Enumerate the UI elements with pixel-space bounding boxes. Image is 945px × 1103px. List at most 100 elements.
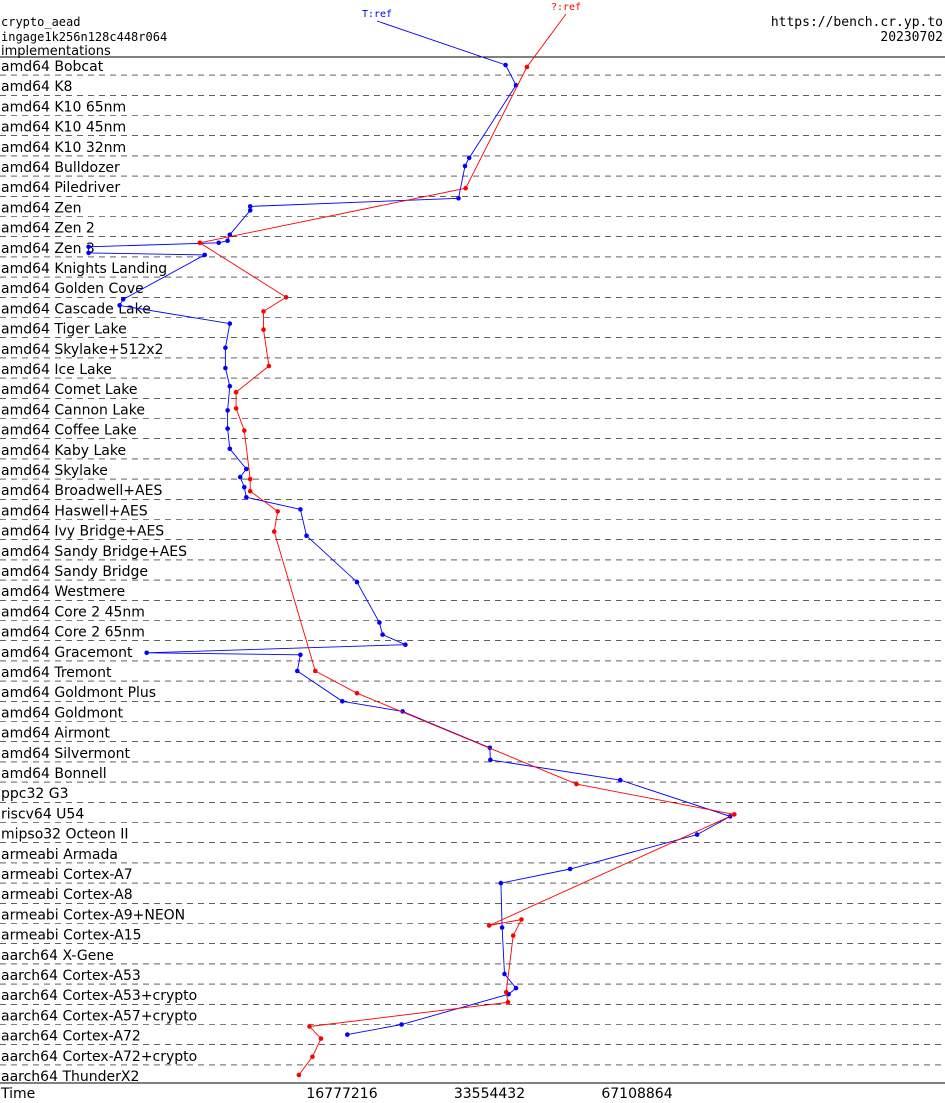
data-point bbox=[524, 64, 530, 70]
data-point bbox=[732, 812, 737, 817]
category-label: amd64 Haswell+AES bbox=[1, 503, 148, 519]
data-point bbox=[283, 295, 289, 300]
data-point bbox=[247, 208, 253, 213]
category-label: amd64 Golden Cove bbox=[1, 281, 144, 297]
data-point bbox=[261, 309, 266, 314]
data-point bbox=[244, 466, 249, 472]
data-point bbox=[227, 446, 233, 452]
data-point bbox=[463, 185, 469, 191]
data-point bbox=[462, 163, 468, 169]
category-label: amd64 Knights Landing bbox=[1, 261, 167, 277]
category-label: amd64 Tremont bbox=[1, 665, 112, 681]
data-point bbox=[354, 690, 360, 696]
category-label: amd64 Cascade Lake bbox=[1, 301, 151, 317]
data-point bbox=[499, 925, 505, 930]
category-label: amd64 Skylake bbox=[1, 463, 108, 479]
data-point bbox=[295, 668, 300, 674]
data-point bbox=[247, 204, 253, 209]
data-point bbox=[117, 303, 122, 308]
data-point bbox=[247, 476, 253, 482]
category-label: amd64 Ivy Bridge+AES bbox=[1, 524, 164, 540]
x-axis-label: Time bbox=[0, 1086, 35, 1102]
category-label: amd64 Sandy Bridge bbox=[1, 564, 148, 580]
data-point bbox=[216, 240, 221, 246]
category-label: aarch64 Cortex-A53+crypto bbox=[1, 988, 197, 1004]
category-label: amd64 K10 45nm bbox=[1, 120, 126, 136]
data-point bbox=[486, 923, 492, 928]
data-point bbox=[310, 1054, 315, 1060]
data-point bbox=[237, 474, 243, 480]
category-label: amd64 Zen 2 bbox=[1, 221, 95, 237]
data-point bbox=[202, 252, 207, 258]
header-date: 20230702 bbox=[880, 30, 943, 45]
series-name: ?:ref bbox=[551, 2, 581, 13]
data-point bbox=[227, 383, 233, 389]
data-point bbox=[227, 232, 233, 237]
header-line2: ingage1k256n128c448r064 bbox=[1, 30, 167, 44]
header-line1: crypto_aead bbox=[1, 15, 80, 29]
category-label: aarch64 Cortex-A53 bbox=[1, 968, 141, 984]
category-label: armeabi Cortex-A8 bbox=[1, 887, 133, 903]
data-point bbox=[574, 781, 579, 787]
category-label: armeabi Cortex-A15 bbox=[1, 928, 142, 944]
category-label: amd64 Piledriver bbox=[1, 180, 120, 196]
data-point bbox=[503, 989, 509, 995]
category-label: amd64 K8 bbox=[1, 79, 72, 95]
category-label: amd64 Airmont bbox=[1, 726, 110, 742]
data-point bbox=[197, 240, 203, 246]
data-point bbox=[488, 757, 493, 763]
data-point bbox=[261, 327, 266, 332]
category-label: amd64 Silvermont bbox=[1, 746, 131, 762]
data-point bbox=[503, 62, 508, 68]
category-label: aarch64 ThunderX2 bbox=[1, 1069, 139, 1085]
data-point bbox=[403, 642, 408, 647]
data-point bbox=[519, 917, 524, 922]
data-point bbox=[466, 155, 472, 161]
category-label: armeabi Armada bbox=[1, 847, 118, 863]
x-tick-label: 16777216 bbox=[306, 1086, 377, 1102]
data-point bbox=[275, 509, 281, 514]
category-label: aarch64 X-Gene bbox=[1, 948, 114, 964]
data-point bbox=[86, 250, 91, 256]
category-label: amd64 Ice Lake bbox=[1, 362, 112, 378]
category-label: amd64 Cannon Lake bbox=[1, 402, 145, 418]
category-label: amd64 Zen 3 bbox=[1, 241, 95, 257]
series-line bbox=[88, 20, 732, 1036]
data-point bbox=[225, 426, 230, 431]
data-point bbox=[223, 365, 228, 371]
data-point bbox=[223, 345, 228, 351]
category-label: riscv64 U54 bbox=[1, 806, 84, 822]
category-label: amd64 Broadwell+AES bbox=[1, 483, 162, 499]
series-layer: T:ref ?:ref bbox=[86, 2, 737, 1078]
data-point bbox=[340, 699, 345, 704]
category-label: amd64 Core 2 65nm bbox=[1, 625, 145, 641]
category-label: amd64 Sandy Bridge+AES bbox=[1, 544, 187, 560]
data-point bbox=[307, 1024, 312, 1029]
category-label: amd64 K10 65nm bbox=[1, 99, 126, 115]
data-point bbox=[502, 971, 507, 977]
category-label: amd64 Coffee Lake bbox=[1, 423, 137, 439]
category-label: amd64 K10 32nm bbox=[1, 140, 126, 156]
category-label: amd64 Tiger Lake bbox=[1, 322, 127, 338]
category-label: amd64 Core 2 45nm bbox=[1, 604, 145, 620]
category-label: aarch64 Cortex-A57+crypto bbox=[1, 1008, 197, 1024]
data-point bbox=[567, 866, 573, 872]
category-label: amd64 Bulldozer bbox=[1, 160, 120, 176]
data-point bbox=[244, 495, 249, 500]
category-label: amd64 Westmere bbox=[1, 584, 125, 600]
data-point bbox=[304, 533, 309, 538]
category-label: amd64 Kaby Lake bbox=[1, 443, 126, 459]
category-label: amd64 Zen bbox=[1, 200, 81, 216]
data-point bbox=[120, 297, 126, 302]
data-point bbox=[233, 389, 239, 395]
data-point bbox=[313, 668, 318, 674]
data-point bbox=[225, 408, 230, 413]
data-point bbox=[266, 363, 272, 369]
data-point bbox=[377, 620, 382, 625]
data-point bbox=[227, 321, 233, 326]
header-line3: implementations bbox=[1, 44, 111, 59]
data-point bbox=[354, 579, 360, 585]
data-point bbox=[345, 1032, 350, 1037]
category-label: aarch64 Cortex-A72 bbox=[1, 1029, 141, 1045]
data-point bbox=[498, 880, 504, 886]
